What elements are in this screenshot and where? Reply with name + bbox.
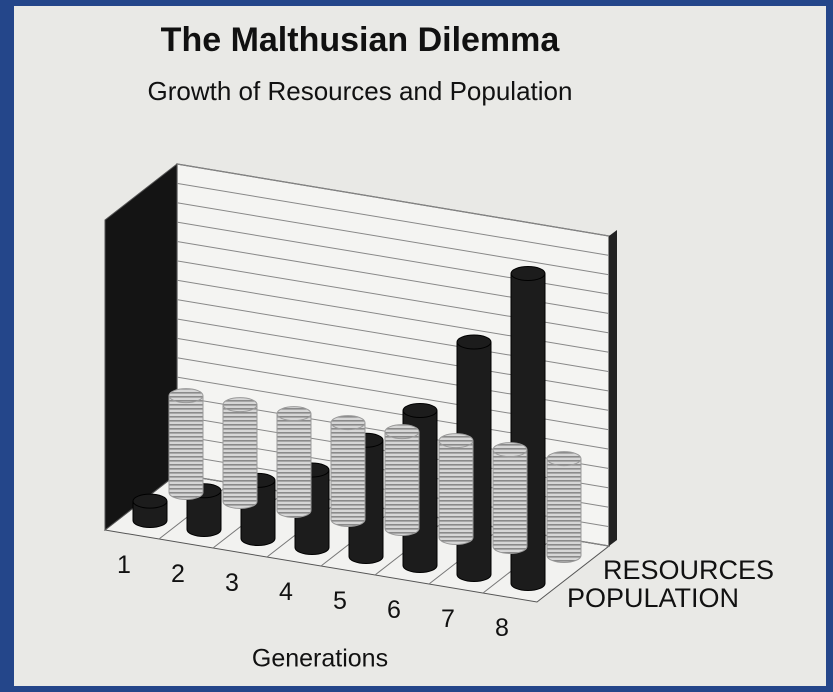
x-tick-label: 4 — [279, 578, 293, 606]
x-tick-label: 5 — [333, 587, 347, 615]
x-tick-label: 1 — [117, 551, 131, 579]
bar — [276, 406, 312, 518]
left-wall — [104, 162, 178, 532]
wall-edge — [609, 230, 617, 546]
grid-line — [176, 163, 610, 237]
x-tick-label: 8 — [495, 614, 509, 642]
bar — [384, 424, 420, 536]
bar — [492, 442, 528, 554]
x-axis-label: Generations — [252, 645, 388, 673]
grid-line — [176, 182, 610, 256]
legend-label: POPULATION — [567, 583, 739, 613]
bar — [438, 433, 474, 545]
bar — [330, 415, 366, 527]
chart-subtitle: Growth of Resources and Population — [148, 76, 573, 106]
bar — [222, 397, 258, 509]
x-tick-label: 3 — [225, 569, 239, 597]
grid-line — [176, 202, 610, 276]
bar — [132, 493, 168, 528]
bar — [546, 451, 582, 563]
x-tick-label: 6 — [387, 596, 401, 624]
x-tick-label: 2 — [171, 560, 185, 588]
x-tick-label: 7 — [441, 605, 455, 633]
bar — [168, 388, 204, 500]
chart-title: The Malthusian Dilemma — [161, 21, 561, 59]
legend-label: RESOURCES — [603, 555, 774, 585]
